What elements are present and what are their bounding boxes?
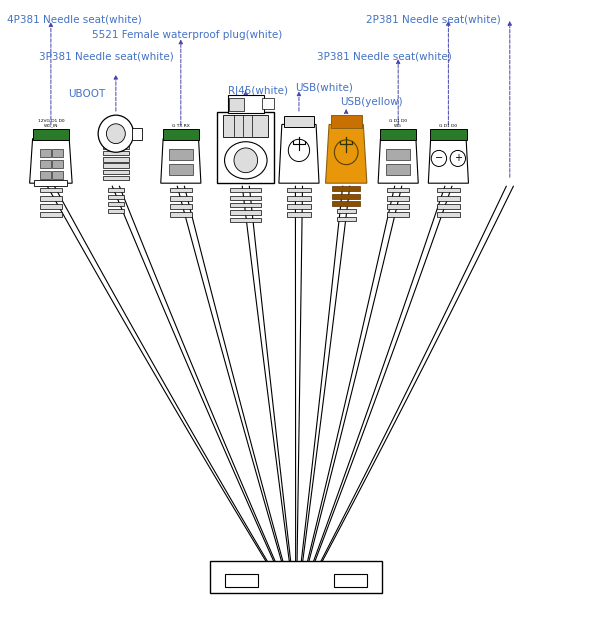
Bar bbox=[287, 196, 311, 200]
Bar bbox=[230, 203, 261, 207]
Bar bbox=[437, 212, 459, 216]
Bar bbox=[334, 574, 367, 587]
Bar bbox=[40, 212, 62, 216]
Bar bbox=[332, 193, 361, 198]
Bar bbox=[229, 99, 244, 111]
Text: USB(yellow): USB(yellow) bbox=[340, 97, 403, 107]
Bar bbox=[52, 171, 63, 179]
Bar bbox=[170, 212, 192, 216]
Bar bbox=[387, 149, 410, 160]
Bar bbox=[108, 208, 124, 213]
Polygon shape bbox=[326, 125, 367, 183]
Text: RJ45(white): RJ45(white) bbox=[228, 86, 288, 96]
Bar bbox=[387, 204, 410, 208]
Text: UBOOT: UBOOT bbox=[69, 89, 106, 99]
Bar bbox=[332, 186, 361, 191]
Bar bbox=[223, 115, 268, 137]
Bar bbox=[262, 98, 274, 109]
Bar bbox=[287, 212, 311, 216]
Circle shape bbox=[107, 124, 126, 144]
Bar bbox=[108, 188, 124, 192]
Bar bbox=[230, 188, 261, 192]
Circle shape bbox=[431, 151, 446, 167]
Bar bbox=[40, 204, 62, 208]
Circle shape bbox=[288, 140, 310, 162]
Bar bbox=[40, 149, 51, 157]
Polygon shape bbox=[378, 139, 419, 183]
Bar bbox=[387, 212, 410, 216]
Bar bbox=[228, 95, 263, 113]
Bar bbox=[287, 204, 311, 208]
Ellipse shape bbox=[224, 142, 267, 179]
Polygon shape bbox=[30, 139, 72, 183]
Bar bbox=[108, 202, 124, 206]
Bar bbox=[287, 188, 311, 192]
Bar bbox=[217, 112, 274, 183]
Polygon shape bbox=[279, 125, 319, 183]
Bar bbox=[108, 195, 124, 199]
Bar bbox=[40, 188, 62, 192]
Text: G D1 D0: G D1 D0 bbox=[439, 123, 458, 128]
Bar bbox=[437, 204, 459, 208]
Polygon shape bbox=[428, 139, 468, 183]
Bar bbox=[331, 115, 362, 128]
Bar bbox=[163, 129, 199, 140]
Bar bbox=[33, 129, 69, 140]
Polygon shape bbox=[161, 139, 201, 183]
Bar bbox=[103, 145, 129, 149]
Circle shape bbox=[98, 115, 134, 153]
Bar bbox=[230, 210, 261, 215]
Bar bbox=[170, 204, 192, 208]
Bar bbox=[387, 196, 410, 200]
Bar bbox=[133, 128, 142, 140]
Bar bbox=[52, 149, 63, 157]
Circle shape bbox=[234, 148, 258, 172]
Circle shape bbox=[334, 140, 358, 165]
Bar bbox=[337, 209, 356, 213]
Bar bbox=[52, 160, 63, 168]
Bar bbox=[332, 201, 361, 206]
Bar bbox=[103, 157, 129, 162]
Bar bbox=[437, 188, 459, 192]
Bar bbox=[169, 164, 192, 175]
Text: 3P381 Needle seat(white): 3P381 Needle seat(white) bbox=[39, 51, 174, 61]
Bar bbox=[387, 188, 410, 192]
Bar bbox=[230, 218, 261, 222]
Bar bbox=[230, 195, 261, 200]
Bar bbox=[103, 164, 129, 168]
Text: 12VG D1 D0
WG_IN: 12VG D1 D0 WG_IN bbox=[37, 119, 64, 128]
Bar bbox=[103, 175, 129, 180]
Text: 4P381 Needle seat(white): 4P381 Needle seat(white) bbox=[7, 14, 141, 24]
Bar bbox=[103, 170, 129, 174]
Bar bbox=[430, 129, 466, 140]
Bar bbox=[40, 160, 51, 168]
Bar bbox=[380, 129, 417, 140]
Text: G D1 D0
WG: G D1 D0 WG bbox=[389, 119, 407, 128]
Circle shape bbox=[450, 151, 465, 167]
Bar bbox=[170, 188, 192, 192]
Text: 3P381 Needle seat(white): 3P381 Needle seat(white) bbox=[317, 51, 452, 61]
Bar bbox=[40, 196, 62, 200]
Bar bbox=[284, 116, 314, 127]
Text: G TX RX: G TX RX bbox=[172, 123, 189, 128]
Bar bbox=[40, 171, 51, 179]
Bar bbox=[103, 151, 129, 156]
Bar bbox=[170, 196, 192, 200]
Text: USB(white): USB(white) bbox=[295, 82, 353, 92]
Bar bbox=[225, 574, 258, 587]
Text: 5521 Female waterproof plug(white): 5521 Female waterproof plug(white) bbox=[92, 30, 282, 40]
Bar bbox=[34, 180, 67, 186]
Text: −: − bbox=[435, 153, 443, 164]
Text: 2P381 Needle seat(white): 2P381 Needle seat(white) bbox=[366, 14, 500, 24]
Bar bbox=[437, 196, 459, 200]
Bar bbox=[210, 561, 382, 593]
Bar bbox=[387, 164, 410, 175]
Text: +: + bbox=[454, 153, 462, 164]
Bar bbox=[169, 149, 192, 160]
Bar bbox=[337, 216, 356, 221]
